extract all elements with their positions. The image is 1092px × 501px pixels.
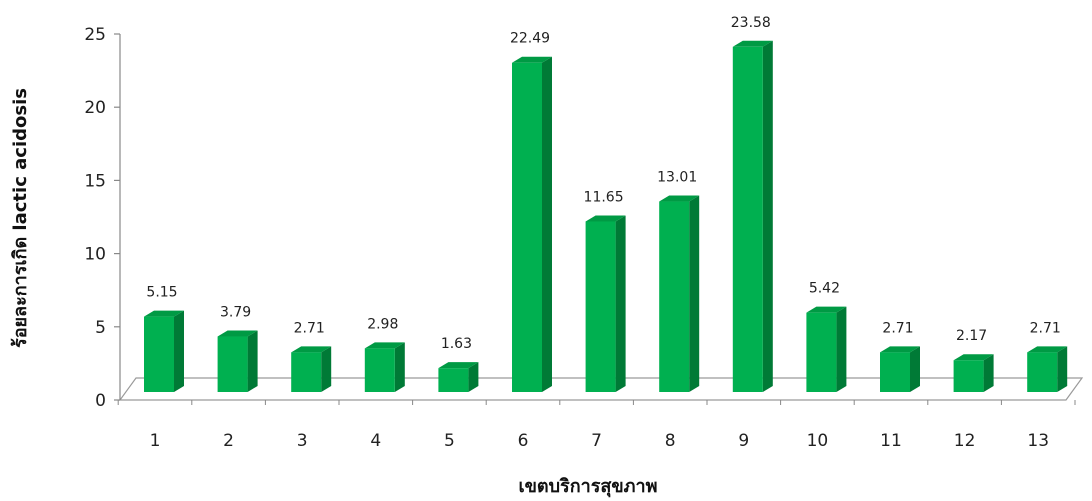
x-axis-title: เขตบริการสุขภาพ [518,476,657,498]
x-tick-label: 5 [444,431,455,451]
bar-front [217,336,248,392]
bar [659,195,700,392]
chart-axes [114,33,1076,405]
data-label: 2.98 [367,316,398,332]
bar [1027,346,1068,392]
bar [438,362,479,392]
bar [880,346,920,392]
y-tick-labels: 0 5 10 15 20 25 [84,25,106,411]
data-label: 23.58 [731,15,771,31]
y-tick-label: 15 [84,171,106,191]
bar-top [880,346,920,353]
bar-front [880,352,910,392]
bar-front [659,201,690,392]
x-tick-label: 12 [954,431,976,451]
x-tick-labels: 1 2 3 4 5 6 7 8 9 10 11 12 13 [150,431,1049,451]
bar-side [983,354,994,392]
data-label: 22.49 [510,31,550,47]
x-tick-label: 11 [880,431,902,451]
bar [291,346,332,392]
data-label: 11.65 [584,189,624,205]
bar-top [659,195,700,202]
bar-side [321,346,332,392]
x-tick-label: 13 [1027,431,1049,451]
bar-front [1027,352,1058,392]
bar [953,354,994,392]
bar [144,310,184,392]
bar-side [542,56,552,392]
bar-top [512,56,552,63]
y-tick-label: 20 [84,98,106,118]
data-label: 1.63 [441,336,472,352]
bar [364,342,405,392]
x-tick-label: 3 [297,431,308,451]
bar-front [291,352,322,392]
x-tick-label: 8 [665,431,676,451]
bar-side [247,330,258,392]
x-tick-label: 9 [738,431,749,451]
data-label: 2.71 [1030,320,1061,336]
bar [732,40,773,393]
bar-front [144,316,174,392]
data-labels-group: 5.15 3.79 2.71 2.98 1.63 22.49 11.65 13.01 23.58… [146,15,1060,352]
bars-group [144,40,1068,393]
bar-side [910,346,920,392]
bar-top [364,342,405,349]
bar-front [585,221,616,392]
x-tick-label: 10 [807,431,829,451]
x-tick-label: 6 [518,431,529,451]
x-tick-label: 4 [370,431,381,451]
bar-top [953,354,994,361]
bar-front [953,360,984,392]
chart-floor [118,377,1084,401]
bar [217,330,258,392]
data-label: 2.17 [956,328,987,344]
x-tick-label: 2 [223,431,234,451]
bar-side [836,306,847,392]
data-label: 2.71 [294,320,325,336]
chart-floor-plane [118,377,1084,401]
bar-side [394,342,405,392]
bar [512,56,552,392]
bar-front [806,312,837,392]
bar [806,306,847,392]
data-label: 5.15 [146,285,177,301]
bar-side [689,195,700,392]
y-tick-label: 25 [84,25,106,45]
bar-top [585,215,626,222]
bar-top [806,306,847,313]
bar-front [438,368,469,392]
data-label: 5.42 [809,281,840,297]
y-tick-label: 5 [95,318,106,338]
bar-top [217,330,258,337]
bar-top [732,40,773,47]
bar [585,215,626,392]
x-tick-label: 7 [591,431,602,451]
y-axis-title: ร้อยละการเกิด lactic acidosis [10,88,31,348]
bar-top [291,346,332,353]
data-label: 2.71 [882,320,913,336]
bar-top [1027,346,1068,353]
bar-side [468,362,479,392]
bar-side [1057,346,1068,392]
bar-front [732,46,763,393]
bar-side [615,215,626,392]
bar-side [174,310,184,392]
data-label: 13.01 [657,170,697,186]
bar-front [364,348,395,392]
bar-top [144,310,184,317]
bar-side [762,40,773,393]
y-tick-label: 10 [84,245,106,265]
x-tick-label: 1 [150,431,161,451]
y-tick-label: 0 [95,391,106,411]
bar-top [438,362,479,369]
bar-front [512,62,542,392]
data-label: 3.79 [220,305,251,321]
